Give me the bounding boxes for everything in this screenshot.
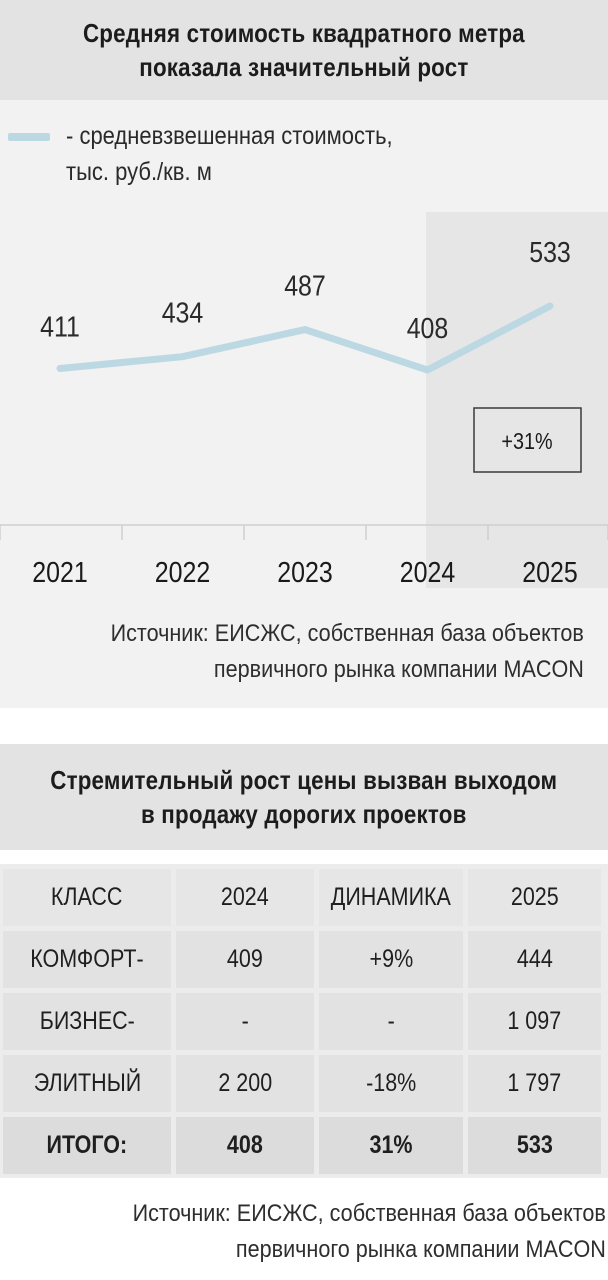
data-label: 533 bbox=[529, 236, 571, 268]
table-source: Источник: ЕИСЖС, собственная база объект… bbox=[133, 1196, 606, 1268]
table-title: Стремительный рост цены вызван выходом в… bbox=[0, 744, 608, 850]
chart-title: Средняя стоимость квадратного метра пока… bbox=[0, 0, 608, 100]
total-cell: ИТОГО: bbox=[3, 1117, 171, 1174]
table-cell: БИЗНЕС- bbox=[3, 993, 171, 1050]
table-row: БИЗНЕС- - - 1 097 bbox=[3, 993, 601, 1050]
line-chart: 411 434 487 408 533 2021 2022 2023 2024 2025 +31% bbox=[0, 212, 608, 588]
table-title-line1: Стремительный рост цены вызван выходом bbox=[50, 765, 558, 795]
table-cell: 1 097 bbox=[468, 993, 601, 1050]
table-cell: 409 bbox=[176, 931, 314, 988]
growth-badge bbox=[473, 407, 582, 473]
chart-source: Источник: ЕИСЖС, собственная база объект… bbox=[111, 616, 584, 688]
table-row: ЭЛИТНЫЙ 2 200 -18% 1 797 bbox=[3, 1055, 601, 1112]
highlight-column bbox=[426, 212, 608, 588]
table-cell: 1 797 bbox=[468, 1055, 601, 1112]
table-cell: - bbox=[319, 993, 463, 1050]
total-cell: 533 bbox=[468, 1117, 601, 1174]
growth-badge-text: +31% bbox=[501, 429, 552, 455]
x-tick-label: 2024 bbox=[400, 556, 455, 588]
data-point bbox=[549, 305, 551, 307]
x-tick-label: 2022 bbox=[155, 556, 210, 588]
table-cell: КОМФОРТ- bbox=[3, 931, 171, 988]
legend-line1: - средневзвешенная стоимость, bbox=[66, 122, 393, 150]
chart-title-line2: показала значительный рост bbox=[139, 52, 469, 82]
table-header-row: КЛАСС 2024 ДИНАМИКА 2025 bbox=[3, 869, 601, 926]
total-cell: 31% bbox=[319, 1117, 463, 1174]
header-cell: ДИНАМИКА bbox=[319, 869, 463, 926]
data-label: 487 bbox=[284, 270, 326, 302]
x-tick-label: 2021 bbox=[32, 556, 87, 588]
price-table: КЛАСС 2024 ДИНАМИКА 2025 КОМФОРТ- 409 +9… bbox=[0, 864, 606, 1179]
chart-title-line1: Средняя стоимость квадратного метра bbox=[83, 18, 525, 48]
legend-swatch bbox=[8, 133, 50, 141]
header-cell: 2024 bbox=[176, 869, 314, 926]
table-title-line2: в продажу дорогих проектов bbox=[141, 799, 467, 829]
data-label: 411 bbox=[40, 311, 80, 343]
chart-source-line1: Источник: ЕИСЖС, собственная база объект… bbox=[110, 620, 584, 647]
x-tick-label: 2023 bbox=[277, 556, 332, 588]
table-total-row: ИТОГО: 408 31% 533 bbox=[3, 1117, 601, 1174]
data-label: 434 bbox=[162, 297, 204, 329]
table-cell: - bbox=[176, 993, 314, 1050]
table-source-line1: Источник: ЕИСЖС, собственная база объект… bbox=[132, 1200, 606, 1227]
table-cell: -18% bbox=[319, 1055, 463, 1112]
table-cell: 444 bbox=[468, 931, 601, 988]
table-row: КОМФОРТ- 409 +9% 444 bbox=[3, 931, 601, 988]
header-cell: КЛАСС bbox=[3, 869, 171, 926]
total-cell: 408 bbox=[176, 1117, 314, 1174]
legend-text: - средневзвешенная стоимость, тыс. руб./… bbox=[66, 118, 524, 190]
chart-source-line2: первичного рынка компании MACON bbox=[213, 656, 584, 683]
data-point bbox=[304, 328, 306, 331]
data-point bbox=[181, 355, 184, 358]
table-source-line2: первичного рынка компании MACON bbox=[235, 1236, 606, 1263]
header-cell: 2025 bbox=[468, 869, 601, 926]
data-point bbox=[426, 369, 429, 371]
data-point bbox=[59, 367, 61, 370]
legend-line2: тыс. руб./кв. м bbox=[66, 158, 212, 186]
table-cell: +9% bbox=[319, 931, 463, 988]
data-label: 408 bbox=[407, 312, 449, 344]
table-cell: ЭЛИТНЫЙ bbox=[3, 1055, 171, 1112]
table-cell: 2 200 bbox=[176, 1055, 314, 1112]
x-tick-label: 2025 bbox=[522, 556, 577, 588]
